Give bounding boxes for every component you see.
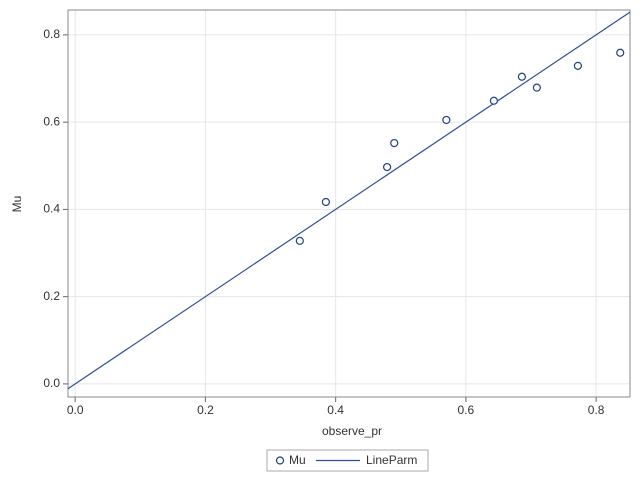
x-tick-label: 0.0 [67,403,84,417]
point [573,61,583,70]
y-tick-label: 0.0 [43,376,60,390]
point [489,96,498,105]
point [321,197,330,207]
x-tick-label: 0.4 [327,403,344,417]
y-tick-label: 0.2 [43,289,60,303]
legend-label: LineParm [366,453,417,467]
y-tick-label: 0.8 [43,27,60,41]
x-tick-label: 0.2 [197,403,214,417]
reference-line [67,11,631,390]
y-tick-label: 0.6 [43,114,60,128]
x-tick-label: 0.8 [588,403,605,417]
point [532,83,541,92]
point [295,236,304,245]
legend-marker [275,456,285,465]
point [517,72,526,81]
legend-label: Mu [289,453,306,467]
x-tick-label: 0.6 [458,403,475,417]
y-tick-label: 0.4 [43,202,60,216]
point [442,115,451,125]
y-axis-label: Mu [10,196,24,213]
plot-frame [67,9,631,398]
x-axis-label: observe_pr [322,424,382,438]
point [616,48,625,57]
point [382,162,392,172]
point [390,138,399,148]
